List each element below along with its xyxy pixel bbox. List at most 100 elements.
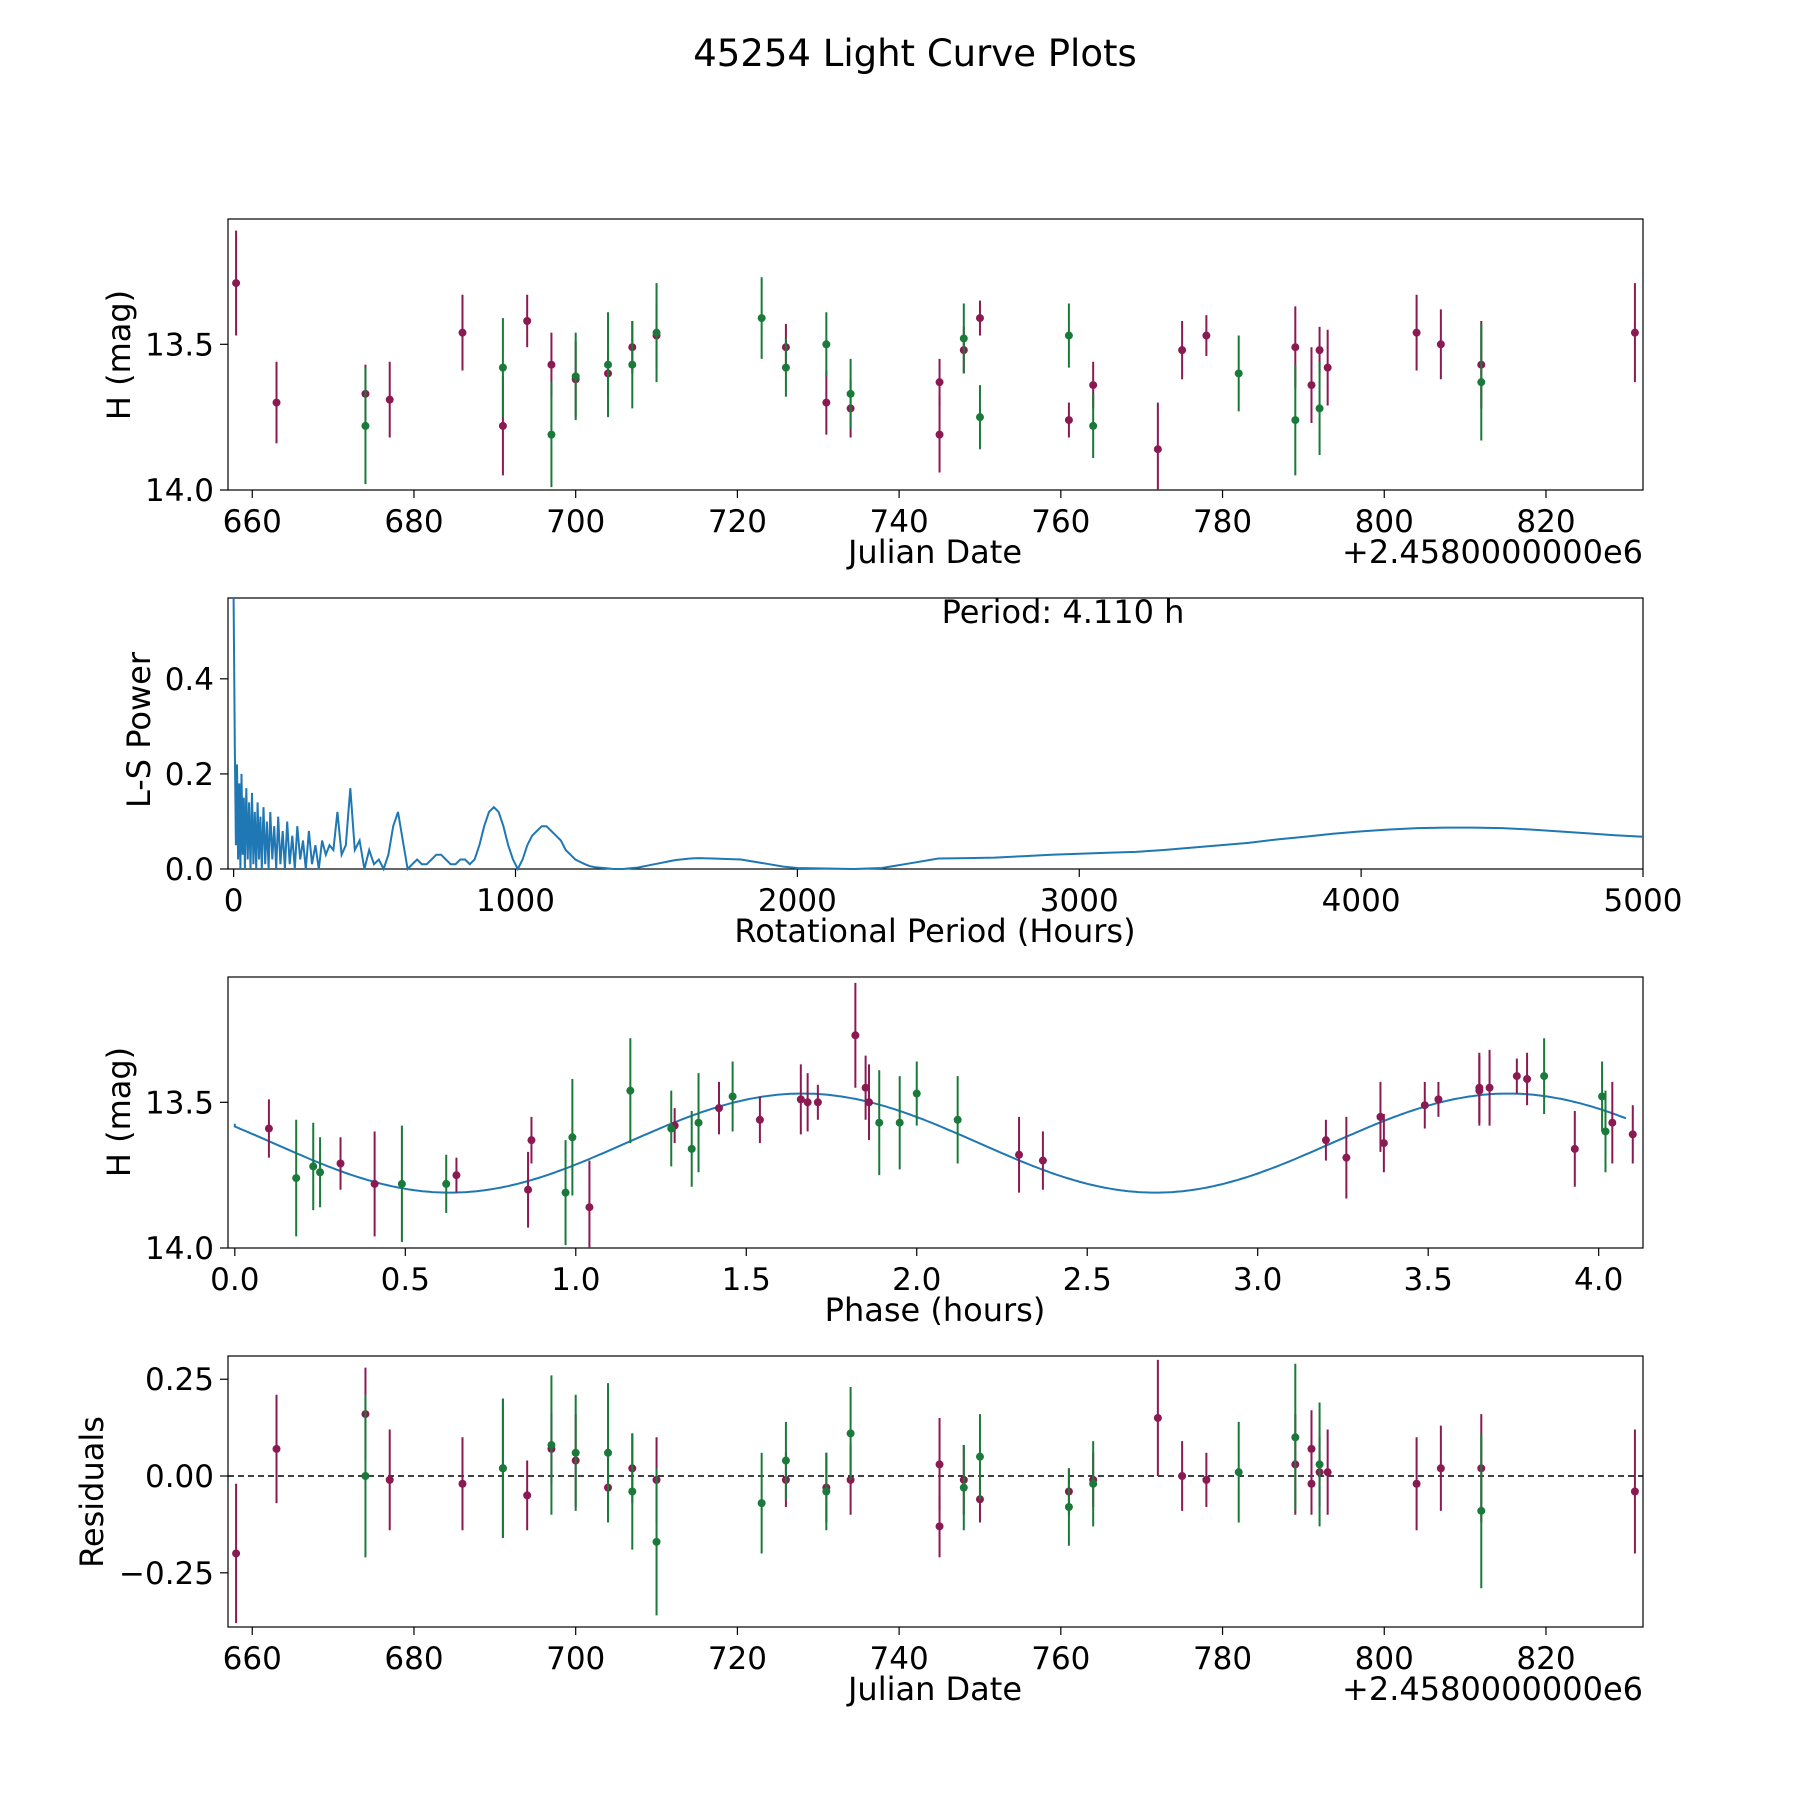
phased-point: [292, 1174, 301, 1183]
lightcurve-point: [1178, 346, 1187, 355]
phased-point: [1512, 1072, 1521, 1081]
residuals-point: [272, 1444, 281, 1453]
phased-point: [953, 1115, 962, 1124]
phased-x-tick-label: 1.5: [722, 1262, 771, 1298]
phased-x-tick-label: 3.0: [1233, 1262, 1282, 1298]
phased-point: [1628, 1130, 1637, 1139]
phased-point: [316, 1168, 325, 1177]
residuals-y-label: Residuals: [73, 1416, 111, 1568]
phased-y-tick-label: 13.5: [145, 1085, 214, 1121]
lightcurve-point: [1307, 381, 1316, 390]
lightcurve-x-tick-label: 680: [384, 504, 443, 540]
phased-point: [1376, 1112, 1385, 1121]
phased-point: [524, 1185, 533, 1194]
periodogram-x-tick-label: 2000: [758, 883, 837, 919]
phased-point: [1342, 1153, 1351, 1162]
lightcurve-point: [1315, 346, 1324, 355]
phased-point: [755, 1115, 764, 1124]
lightcurve-y-label: H (mag): [100, 290, 138, 420]
phased-point: [1485, 1083, 1494, 1092]
figure-title: 45254 Light Curve Plots: [693, 32, 1137, 75]
residuals-point: [757, 1499, 766, 1508]
lightcurve-point: [571, 372, 580, 381]
lightcurve-point: [935, 378, 944, 387]
phased-point: [694, 1118, 703, 1127]
lightcurve-point: [1323, 363, 1332, 372]
lightcurve-y-tick-label: 14.0: [145, 473, 214, 509]
residuals-point: [628, 1487, 637, 1496]
periodogram-x-tick-label: 0: [224, 883, 244, 919]
residuals-panel: 660 680 700 720 740 760 780 800 820 0.25 0.00 −0.2…: [73, 1355, 1644, 1708]
lightcurve-point: [458, 328, 467, 337]
phased-point: [851, 1031, 860, 1040]
lightcurve-point: [959, 334, 968, 343]
periodogram-x-tick-label: 4000: [1322, 883, 1401, 919]
lightcurve-x-tick-label: 700: [546, 504, 605, 540]
lightcurve-point: [498, 363, 507, 372]
residuals-points: [228, 1359, 1643, 1624]
residuals-point: [361, 1472, 370, 1481]
lightcurve-point: [385, 395, 394, 404]
lightcurve-x-tick-label: 760: [1031, 504, 1090, 540]
phased-point: [527, 1136, 536, 1145]
phased-point: [687, 1144, 696, 1153]
lightcurve-point: [781, 363, 790, 372]
periodogram-y-tick-label: 0.4: [165, 662, 214, 698]
periodogram-y-label: L-S Power: [120, 651, 158, 808]
phased-point: [1570, 1144, 1579, 1153]
lightcurve-point: [547, 360, 556, 369]
residuals-point: [1323, 1468, 1332, 1477]
phased-x-tick-label: 0.5: [381, 1262, 430, 1298]
residuals-y-ticks: 0.25 0.00 −0.25: [119, 1362, 228, 1592]
phased-point: [370, 1179, 379, 1188]
phased-point: [714, 1104, 723, 1113]
phased-point: [1015, 1150, 1024, 1159]
residuals-y-tick-label: −0.25: [119, 1556, 214, 1592]
lightcurve-point: [498, 421, 507, 430]
residuals-point: [1630, 1487, 1639, 1496]
lightcurve-point: [1089, 381, 1098, 390]
lightcurve-point: [652, 328, 661, 337]
lightcurve-point: [1064, 331, 1073, 340]
phased-point: [803, 1098, 812, 1107]
phased-point: [1540, 1072, 1549, 1081]
phased-point: [442, 1179, 451, 1188]
phased-x-tick-label: 1.0: [551, 1262, 600, 1298]
lightcurve-point: [1630, 328, 1639, 337]
residuals-point: [1477, 1506, 1486, 1515]
phased-point: [875, 1118, 884, 1127]
periodogram-x-label: Rotational Period (Hours): [734, 912, 1135, 950]
phased-point: [1420, 1101, 1429, 1110]
periodogram-y-tick-label: 0.2: [165, 757, 214, 793]
phased-y-ticks: 14.0 13.5: [145, 1085, 228, 1267]
residuals-point: [652, 1537, 661, 1546]
residuals-point: [1315, 1460, 1324, 1469]
periodogram-curve-group: [232, 597, 1644, 872]
phased-point: [1601, 1127, 1610, 1136]
residuals-x-tick-label: 700: [546, 1641, 605, 1677]
lightcurve-point: [361, 421, 370, 430]
residuals-point: [604, 1448, 613, 1457]
residuals-point: [571, 1448, 580, 1457]
periodogram-y-tick-label: 0.0: [165, 852, 214, 888]
periodogram-x-ticks: 0 1000 2000 3000 4000 5000: [224, 869, 1682, 919]
periodogram-x-tick-label: 1000: [476, 883, 555, 919]
phased-point: [865, 1098, 874, 1107]
residuals-point: [1178, 1472, 1187, 1481]
residuals-x-tick-label: 660: [223, 1641, 282, 1677]
lightcurve-y-ticks: 14.0 13.5: [145, 327, 228, 509]
residuals-x-tick-label: 720: [708, 1641, 767, 1677]
phased-point: [561, 1188, 570, 1197]
phased-model-curve: [233, 1092, 1627, 1194]
periodogram-plot-area: [227, 597, 1644, 870]
residuals-x-ticks: 660 680 700 720 740 760 780 800 820: [223, 1627, 1576, 1677]
lightcurve-offset-text: +2.4580000000e6: [1342, 533, 1643, 571]
residuals-x-tick-label: 740: [870, 1641, 929, 1677]
lightcurve-point: [1064, 416, 1073, 425]
lightcurve-point: [822, 398, 831, 407]
residuals-plot-area: [227, 1355, 1644, 1628]
lightcurve-x-tick-label: 800: [1355, 504, 1414, 540]
lightcurve-plot-area: [227, 218, 1644, 491]
residuals-point: [523, 1491, 532, 1500]
